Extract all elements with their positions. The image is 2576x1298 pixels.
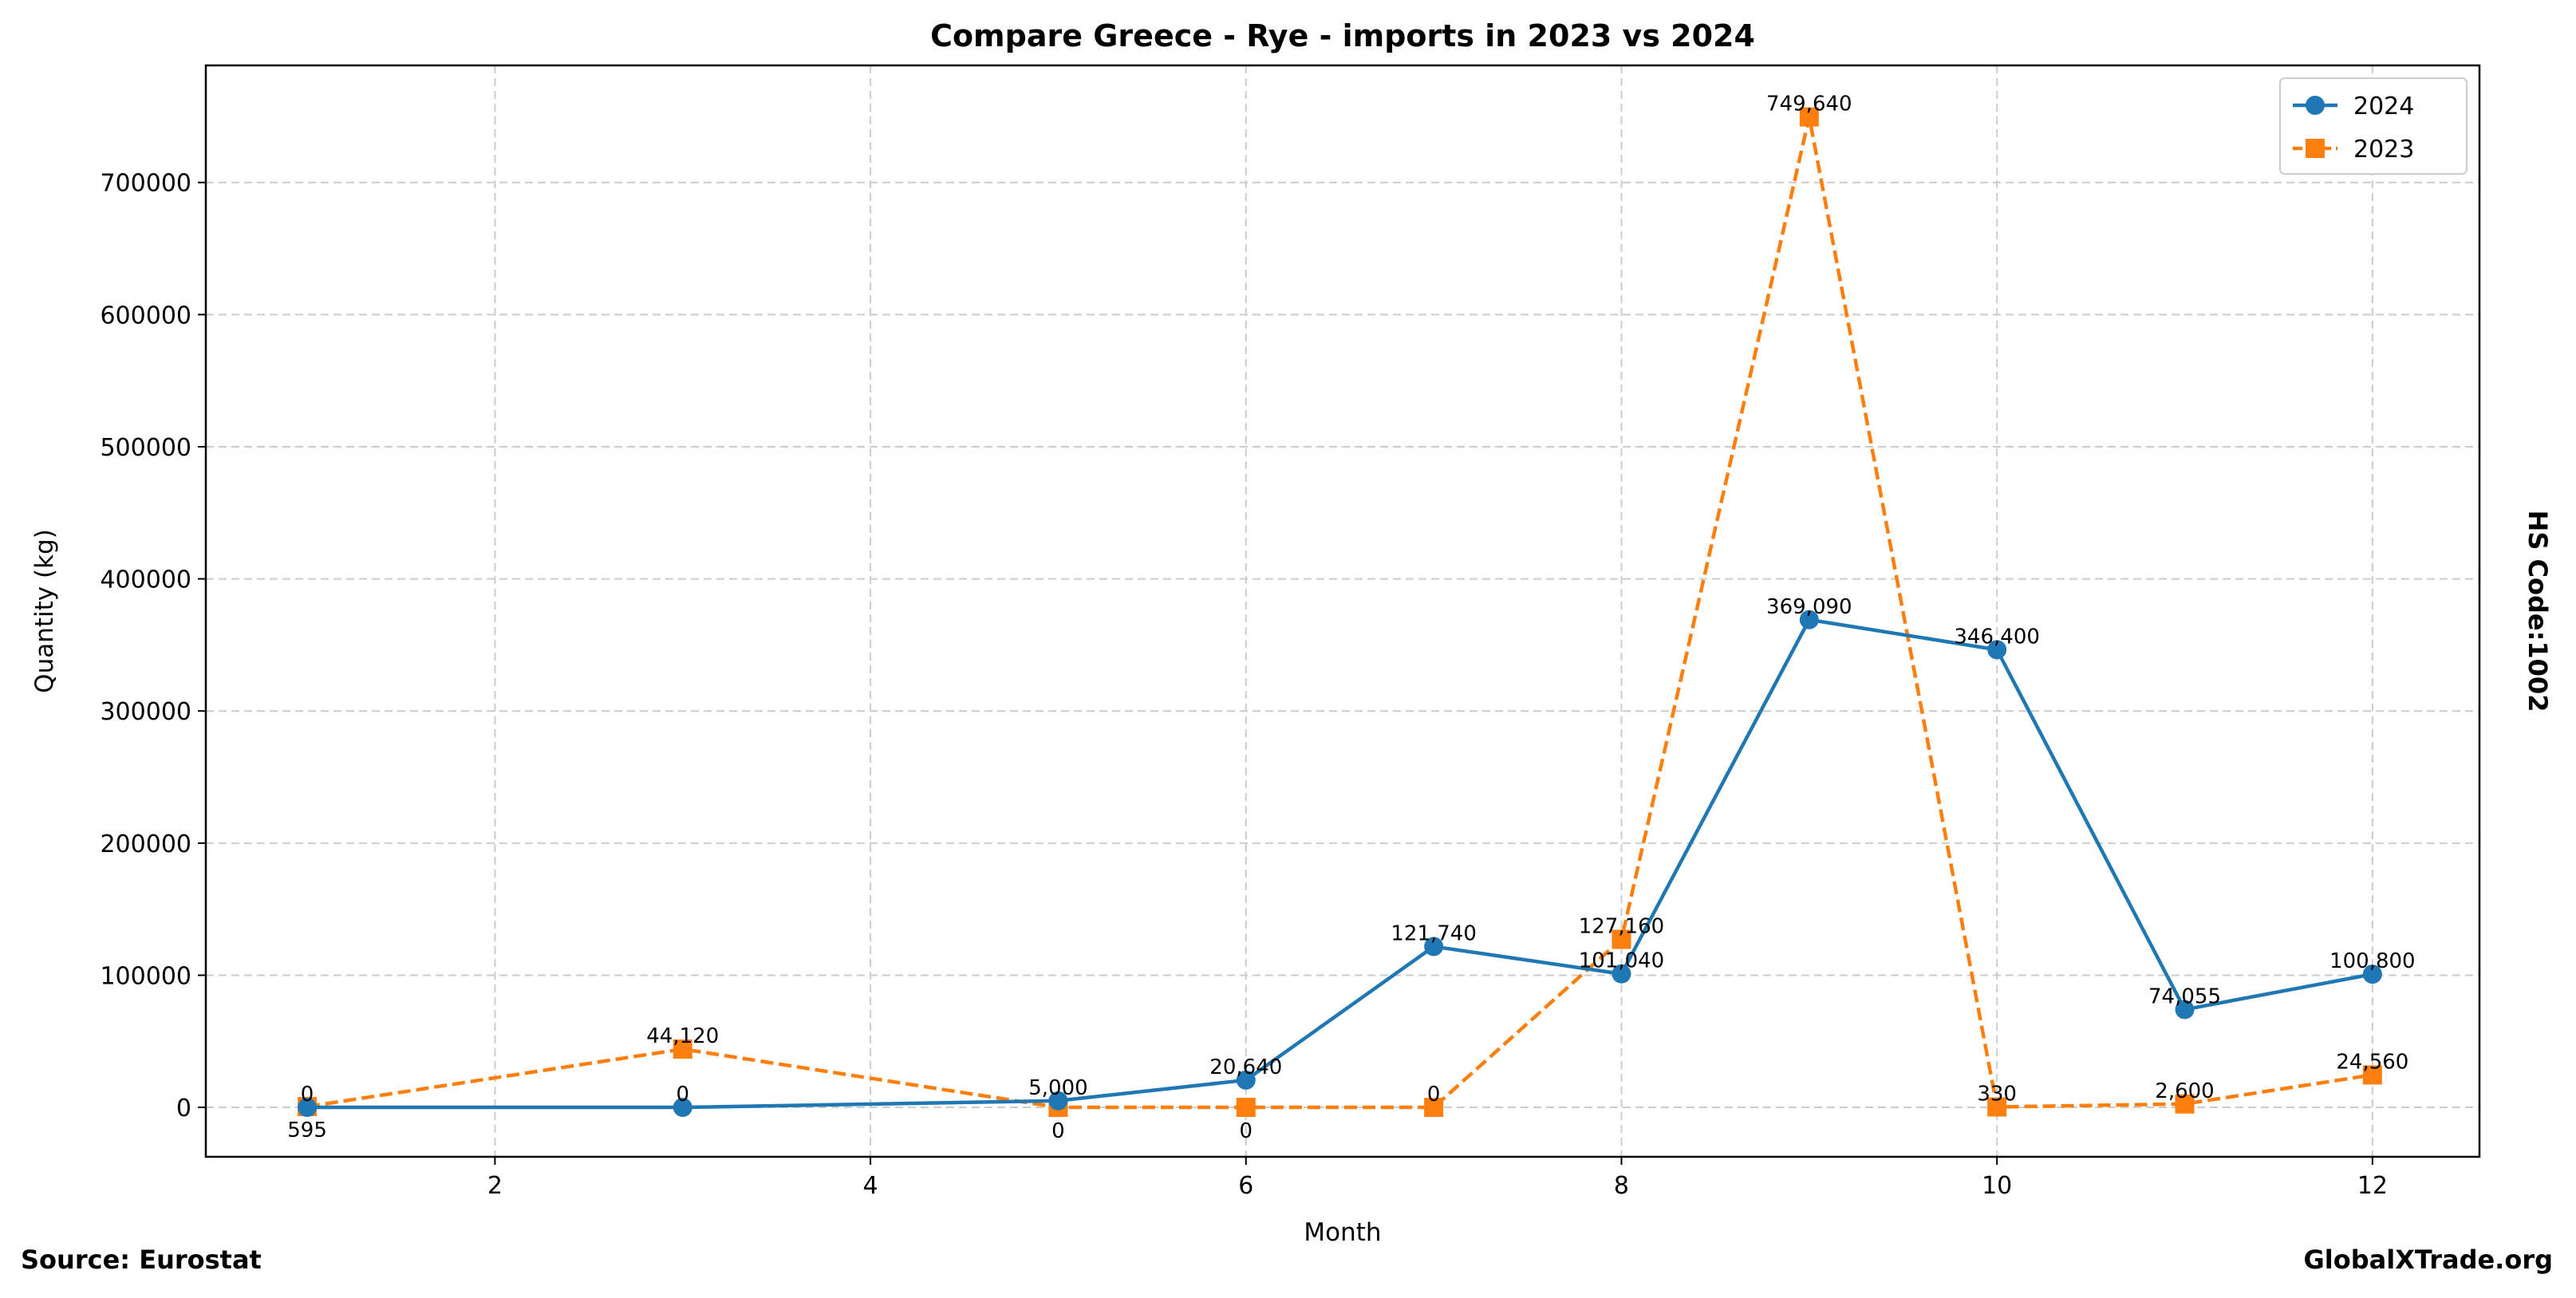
y-tick-label: 300000	[100, 698, 191, 726]
data-point-2023	[2362, 1065, 2382, 1085]
data-point-2024	[673, 1098, 692, 1118]
series-layer	[298, 107, 2382, 1118]
data-label-2024: 121,740	[1391, 921, 1477, 945]
legend-label-2024: 2024	[2353, 93, 2414, 120]
y-tick-label: 200000	[100, 830, 191, 858]
source-label: Source: Eurostat	[21, 1245, 262, 1275]
data-label-2024: 5,000	[1028, 1076, 1087, 1100]
plot-frame	[204, 64, 2481, 1158]
data-label-2024: 0	[676, 1083, 689, 1107]
grid	[206, 65, 2479, 1157]
data-point-2024	[2175, 1000, 2195, 1020]
series-line-2024	[307, 617, 2373, 1110]
data-point-2024	[298, 1098, 318, 1118]
chart-title: Compare Greece - Rye - imports in 2023 v…	[930, 18, 1755, 53]
data-point-2024	[1048, 1091, 1068, 1111]
series-line-2023	[306, 116, 2373, 1110]
data-label-2023: 44,120	[646, 1024, 719, 1048]
legend-marker-2023	[2306, 139, 2325, 158]
data-label-2023: 0	[1240, 1119, 1253, 1143]
data-point-2024	[1424, 937, 1444, 957]
data-label-2023: 127,160	[1579, 914, 1665, 938]
x-tick-label: 6	[1238, 1172, 1253, 1200]
data-labels: 595 44,120 0 0 0 127,160 749,640 330 2,600 24,560…	[287, 93, 2415, 1144]
data-point-2024	[1611, 964, 1631, 984]
ticks: 2 4 6 8 10 12 0 100000 200000 300000 400000 500000 6…	[100, 170, 2387, 1200]
data-label-2024: 20,640	[1209, 1055, 1282, 1079]
data-point-2024	[1987, 640, 2007, 660]
data-point-2024	[1236, 1070, 1256, 1090]
x-tick-label: 12	[2357, 1172, 2388, 1200]
data-label-2024: 74,055	[2148, 984, 2221, 1008]
data-point-2023	[1611, 929, 1631, 949]
data-label-2024: 0	[301, 1083, 314, 1107]
y-tick-label: 0	[176, 1095, 191, 1122]
legend: 2024 2023	[2279, 77, 2468, 175]
data-label-2023: 0	[1051, 1119, 1065, 1143]
y-tick-label: 500000	[100, 434, 191, 462]
data-point-2023	[2175, 1094, 2195, 1114]
y-tick-label: 600000	[100, 302, 191, 329]
brand-label: GlobalXTrade.org	[2304, 1245, 2553, 1275]
x-tick-label: 8	[1614, 1172, 1629, 1200]
data-point-2023	[1424, 1098, 1444, 1118]
data-label-2023: 749,640	[1766, 93, 1852, 116]
data-label-2023: 330	[1977, 1083, 2017, 1107]
data-label-2023: 24,560	[2336, 1050, 2408, 1074]
data-label-2023: 0	[1427, 1083, 1441, 1107]
data-point-2024	[2362, 965, 2382, 984]
data-label-2024: 346,400	[1954, 625, 2040, 649]
data-point-2023	[1799, 107, 1819, 127]
x-axis-label: Month	[1304, 1218, 1381, 1247]
y-tick-label: 400000	[100, 566, 191, 594]
data-point-2023	[673, 1039, 692, 1059]
x-tick-label: 2	[487, 1172, 503, 1200]
data-label-2024: 369,090	[1766, 595, 1852, 619]
data-point-2024	[1799, 610, 1819, 629]
data-label-2024: 101,040	[1579, 949, 1665, 973]
y-tick-label: 700000	[100, 170, 191, 198]
x-tick-label: 10	[1982, 1172, 2012, 1200]
data-label-2024: 100,800	[2329, 949, 2416, 973]
y-axis-label: Quantity (kg)	[30, 529, 59, 693]
data-point-2023	[1987, 1097, 2007, 1117]
hs-code-label: HS Code:1002	[2523, 511, 2553, 712]
legend-label-2023: 2023	[2353, 136, 2414, 164]
legend-marker-2024	[2306, 96, 2325, 115]
x-tick-label: 4	[863, 1172, 878, 1200]
y-tick-label: 100000	[100, 962, 191, 990]
data-label-2023: 2,600	[2155, 1079, 2214, 1103]
data-point-2023	[1236, 1098, 1256, 1118]
data-label-2023: 595	[287, 1118, 327, 1142]
